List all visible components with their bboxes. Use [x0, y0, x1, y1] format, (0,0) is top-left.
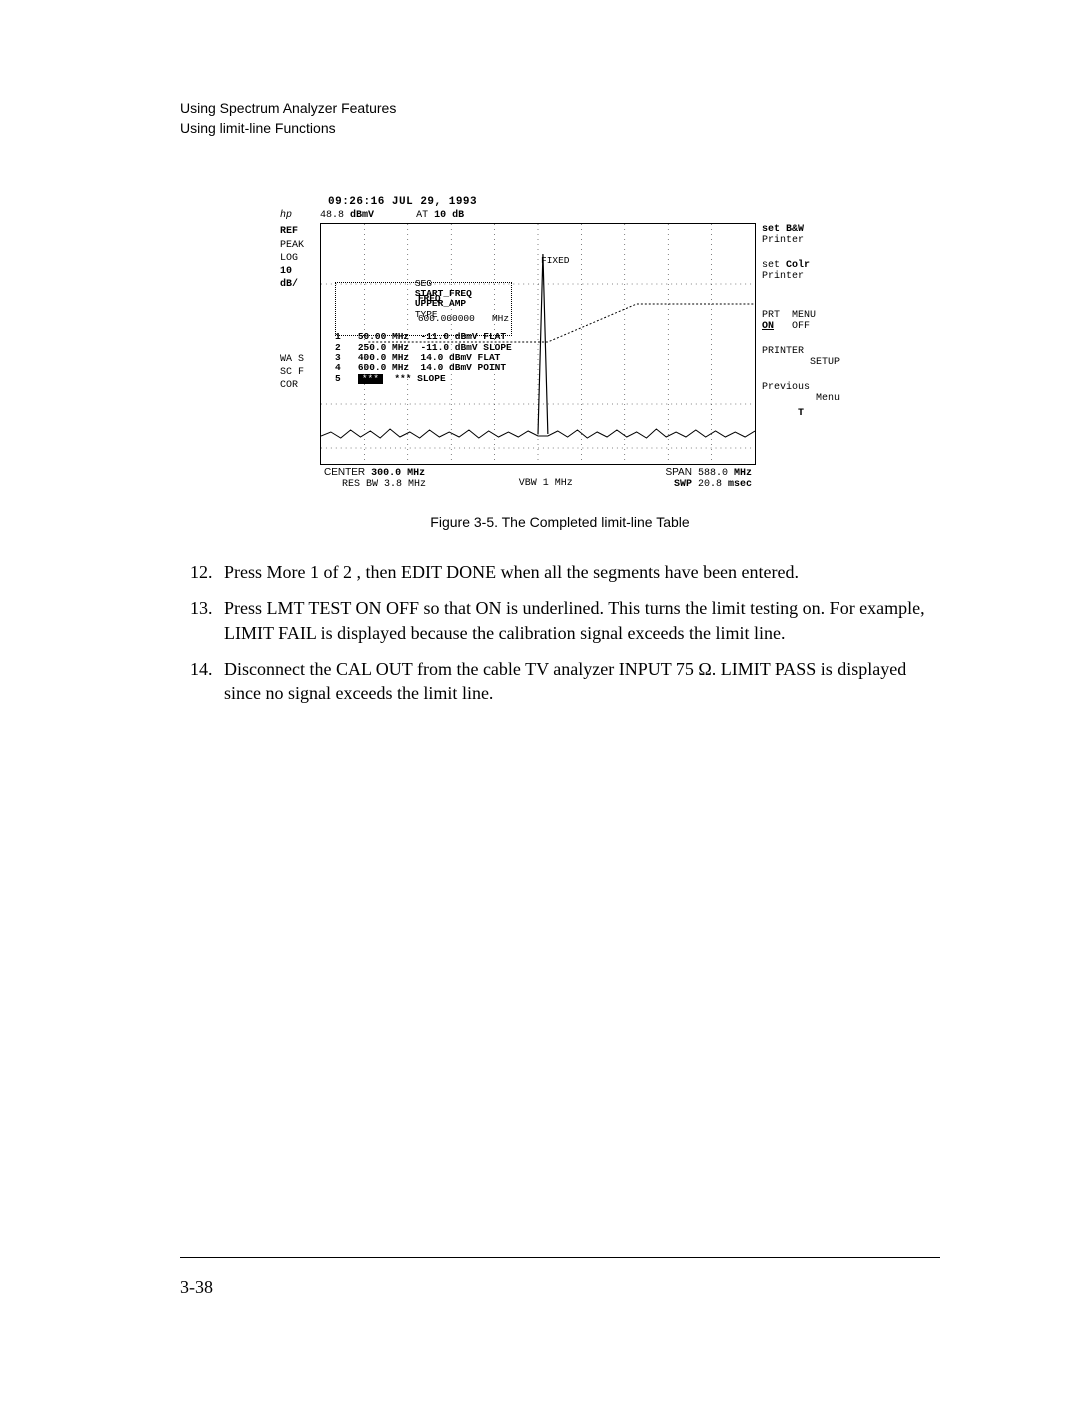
instruction-list: 12. Press More 1 of 2 , then EDIT DONE w… [190, 560, 930, 705]
step-12: 12. Press More 1 of 2 , then EDIT DONE w… [190, 560, 930, 584]
timestamp: 09:26:16 JUL 29, 1993 [328, 196, 840, 208]
fixed-label: FIXED [541, 256, 570, 266]
menu-t: T [798, 408, 804, 419]
ref-line: 48.8 dBmV AT 10 dB [320, 210, 756, 221]
bottom-status: CENTER 300.0 MHz RES BW 3.8 MHz VBW 1 MH… [320, 465, 756, 490]
header-line2: Using limit-line Functions [180, 120, 940, 136]
header-line1: Using Spectrum Analyzer Features [180, 100, 940, 116]
limit-table: 1 50.00 MHz -11.0 dBmV FLAT2 250.0 MHz -… [335, 332, 512, 384]
figure-caption: Figure 3-5. The Completed limit-line Tab… [180, 514, 940, 530]
figure-container: 09:26:16 JUL 29, 1993 hp REF PEAK LOG 10… [180, 196, 940, 490]
analyzer-screen: FIXED SEG START_FREQ UPPER_AMP TYPE FREQ… [320, 223, 756, 465]
freq-box: FREQ 600.000000 MHz [335, 282, 512, 336]
menu-printer-setup[interactable]: PRINTER SETUP [762, 346, 840, 368]
step-13: 13. Press LMT TEST ON OFF so that ON is … [190, 596, 930, 645]
menu-prt[interactable]: PRT MENU ON OFF [762, 310, 840, 332]
menu-set-bw[interactable]: set B&W Printer [762, 224, 840, 246]
analyzer-screenshot: 09:26:16 JUL 29, 1993 hp REF PEAK LOG 10… [280, 196, 840, 490]
page-number: 3-38 [180, 1277, 213, 1298]
softkey-menu: set B&W Printer set Colr Printer PRT MEN… [756, 210, 840, 490]
footer-rule [180, 1257, 940, 1258]
menu-previous[interactable]: Previous Menu [762, 382, 840, 404]
step-14: 14. Disconnect the CAL OUT from the cabl… [190, 657, 930, 706]
menu-set-colr[interactable]: set Colr Printer [762, 260, 840, 282]
left-axis-labels: hp REF PEAK LOG 10 dB/ WA S SC F COR [280, 210, 320, 490]
